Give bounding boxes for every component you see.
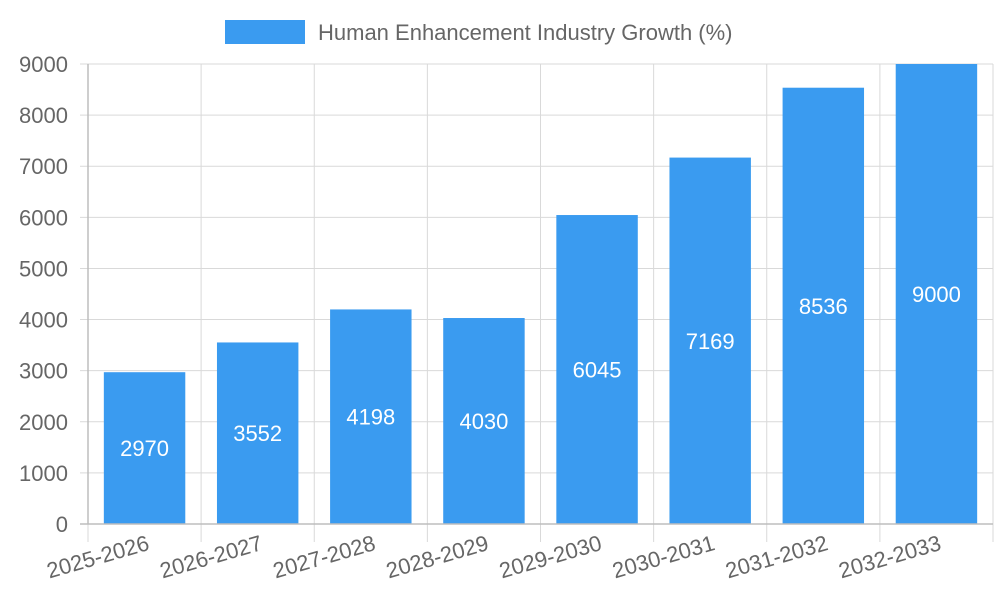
x-tick-label: 2031-2032 (723, 530, 831, 583)
bar[interactable] (443, 318, 525, 524)
bar-value-label: 8536 (799, 294, 848, 319)
legend[interactable]: Human Enhancement Industry Growth (%) (225, 20, 733, 45)
y-tick-label: 2000 (19, 410, 68, 435)
y-tick-label: 3000 (19, 359, 68, 384)
bar-value-label: 3552 (233, 421, 282, 446)
bar[interactable] (895, 64, 978, 524)
x-tick-label: 2026-2027 (157, 530, 265, 583)
x-tick-label: 2030-2031 (610, 530, 718, 583)
bar-value-label: 4198 (346, 405, 395, 430)
bar-value-label: 9000 (912, 282, 961, 307)
bar-value-label: 7169 (686, 329, 735, 354)
bar[interactable] (782, 87, 865, 525)
x-tick-label: 2032-2033 (836, 530, 944, 583)
bar[interactable] (330, 309, 412, 524)
x-tick-label: 2027-2028 (270, 530, 378, 583)
y-tick-label: 1000 (19, 461, 68, 486)
bar[interactable] (216, 342, 299, 524)
y-tick-label: 4000 (19, 308, 68, 333)
y-tick-label: 9000 (19, 52, 68, 77)
bar-group: 2970 3552 4198 4030 6045 7169 8536 9000 (103, 64, 978, 525)
x-tick-label: 2029-2030 (496, 530, 604, 583)
x-tick-label: 2025-2026 (44, 530, 152, 583)
y-tick-label: 5000 (19, 256, 68, 281)
y-tick-label: 7000 (19, 154, 68, 179)
legend-swatch[interactable] (225, 20, 305, 44)
y-tick-label: 8000 (19, 103, 68, 128)
bar[interactable] (103, 372, 186, 524)
bar[interactable] (556, 215, 638, 525)
bar-value-label: 4030 (459, 409, 508, 434)
x-tick-label: 2028-2029 (383, 530, 491, 583)
legend-label[interactable]: Human Enhancement Industry Growth (%) (318, 20, 733, 45)
bar-value-label: 2970 (120, 436, 169, 461)
y-tick-label: 6000 (19, 205, 68, 230)
bar-value-label: 6045 (573, 358, 622, 383)
y-tick-label: 0 (56, 512, 68, 537)
bar[interactable] (669, 157, 751, 524)
